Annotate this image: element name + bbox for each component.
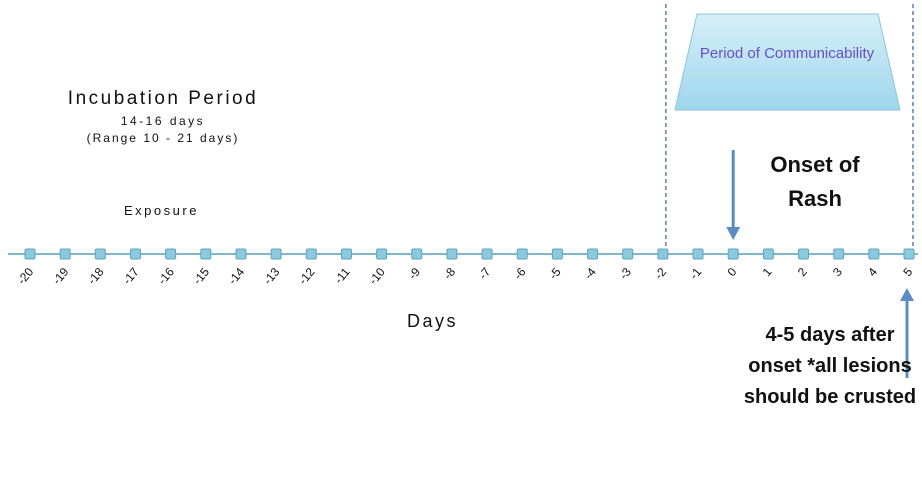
day-marker [446,248,458,260]
tick-label: -10 [366,265,388,288]
tick-label: -14 [225,265,247,288]
day-marker [798,248,810,260]
day-marker [129,248,141,260]
tick-label: -11 [331,265,353,287]
day-marker [305,248,317,260]
end-arrow [900,288,914,378]
day-marker [622,248,634,260]
tick-label: 2 [795,265,810,279]
day-markers [24,248,915,260]
tick-labels: -20 -19 -18 -17 -16 -15 -14 -13 -12 -11 -10 -9 -8 -7-… [14,265,915,288]
communicability-box [674,13,901,111]
day-marker [235,248,247,260]
tick-label: -7 [476,265,494,282]
day-marker [833,248,845,260]
onset-of-rash-label: Onset of Rash [770,152,860,211]
day-marker [24,248,36,260]
day-marker [94,248,106,260]
tick-label: -15 [190,265,212,288]
communicability-label: Period of Communicability [699,45,875,62]
tick-label: -6 [511,265,529,282]
tick-label: -1 [687,265,705,282]
day-marker [868,248,880,260]
day-marker [200,248,212,260]
tick-label: -9 [405,265,423,282]
tick-label: -13 [261,265,283,288]
tick-label: 0 [724,265,739,279]
day-marker [376,248,388,260]
day-marker [59,248,71,260]
day-marker [903,248,915,260]
communicability-boundaries [665,4,914,250]
day-marker [411,248,423,260]
tick-label: -8 [441,265,459,282]
tick-label: -18 [85,265,107,288]
exposure-label: Exposure [124,203,199,218]
day-marker [762,248,774,260]
day-marker [340,248,352,260]
tick-label: -4 [581,265,599,282]
day-marker [692,248,704,260]
tick-label: -2 [652,265,670,282]
tick-label: -19 [50,265,72,288]
day-marker [587,248,599,260]
tick-label: -16 [155,265,177,288]
tick-label: -17 [120,265,142,288]
tick-label: 1 [760,265,775,279]
tick-label: -5 [546,265,564,282]
onset-arrow [726,150,741,240]
tick-label: -20 [14,265,36,288]
day-marker [270,248,282,260]
tick-label: 5 [900,265,915,279]
axis-title: Days [407,311,459,331]
day-marker [165,248,177,260]
tick-label: 4 [865,265,880,279]
tick-label: -12 [296,265,318,288]
after-onset-label: 4-5 days after onset *all lesions should… [743,324,917,408]
day-marker [481,248,493,260]
day-marker [516,248,528,260]
day-marker [657,248,669,260]
tick-label: 3 [830,265,845,279]
tick-label: -3 [616,265,634,282]
arrows [726,150,914,378]
day-marker [551,248,563,260]
incubation-range: (Range 10 - 21 days) [86,131,240,145]
day-marker [727,248,739,260]
incubation-title: Incubation Period [67,88,259,109]
incubation-days: 14-16 days [120,114,206,128]
